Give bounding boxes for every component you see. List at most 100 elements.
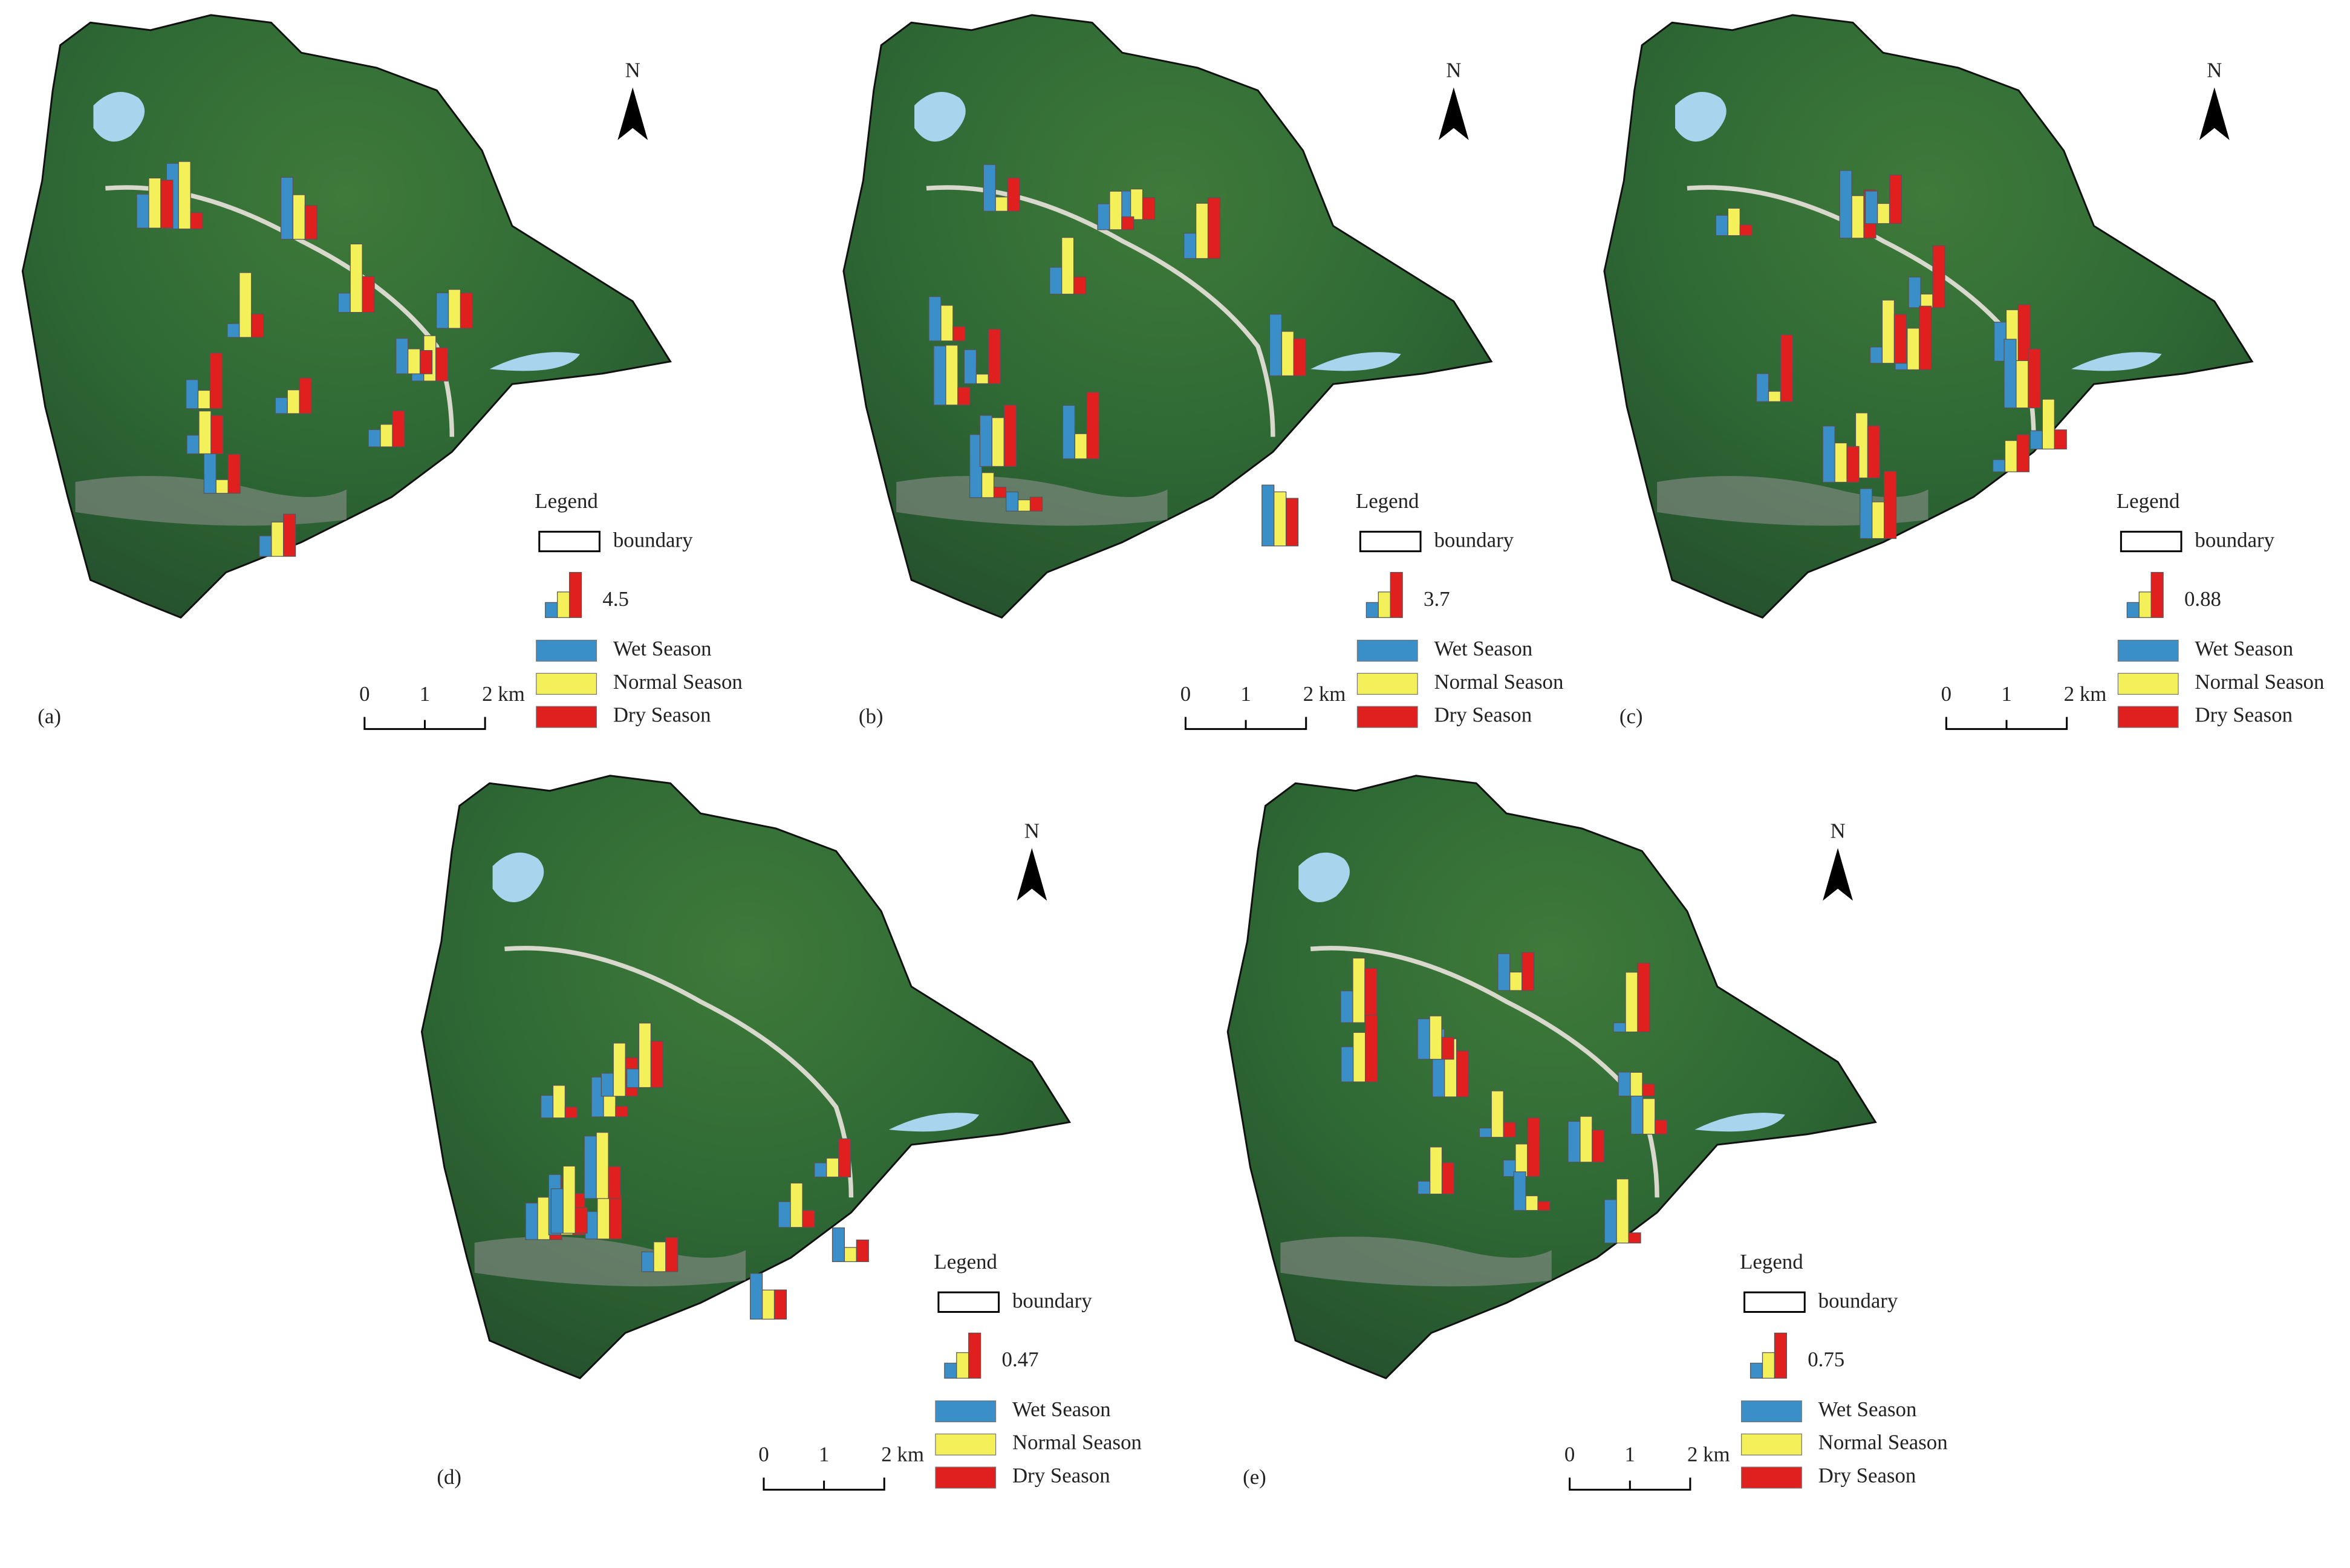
bar-glyph [1456,1050,1470,1098]
legend-glyph [1749,1362,1763,1379]
bar-glyph [537,1197,550,1240]
bar-glyph [2016,434,2029,472]
bar-glyph [178,161,191,230]
season-label: Normal Season [1012,1431,1142,1454]
bar-glyph [838,1138,851,1178]
north-arrow [617,87,648,140]
bar-glyph [1889,174,1902,224]
season-swatch [536,639,597,662]
scale-label: 1 [420,682,430,706]
lake [914,91,966,142]
legend-glyph [944,1362,957,1379]
bar-glyph [844,1247,857,1263]
legend-value: 0.47 [1002,1348,1039,1371]
season-swatch [1741,1400,1802,1423]
scale-bar [1184,717,1307,730]
panel-label: (d) [437,1465,461,1489]
bar-glyph [380,424,393,447]
bar-glyph [1613,1022,1626,1033]
town [1280,1237,1552,1287]
scale-label: 2 km [482,682,525,706]
legend-glyph [1365,602,1379,618]
bar-glyph [460,292,474,329]
bar-glyph [609,1193,622,1240]
bar-glyph [1281,331,1294,377]
bar-glyph [584,1136,597,1199]
study-area [1226,775,1877,1379]
scale-label: 2 km [1303,682,1346,706]
bar-glyph [1919,305,1932,371]
season-label: Normal Season [2195,670,2324,694]
bar-glyph [2003,339,2017,409]
bar-glyph [2042,399,2055,450]
bar-glyph [1365,1014,1378,1082]
bar-glyph [761,1289,775,1320]
legend-glyph [2150,571,2164,618]
bar-glyph [419,350,433,374]
bar-glyph [1780,334,1794,402]
north-label: N [2207,59,2222,82]
bar-glyph [1061,237,1075,295]
bar-glyph [1932,245,1945,308]
bar-glyph [1876,203,1890,224]
legend-glyph [2138,591,2152,618]
legend-glyph [1378,591,1391,618]
bar-glyph [436,292,449,329]
bar-glyph [1086,391,1099,460]
bar-glyph [665,1237,679,1272]
bar-glyph [299,377,312,414]
bar-glyph [1655,1119,1668,1135]
bar-glyph [928,296,942,342]
bar-glyph [198,411,212,455]
bar-glyph [186,379,199,409]
map-panel: N Legend boundary 0.75 Wet Season Normal Seas… [1226,775,1948,1491]
season-swatch [536,672,597,695]
bar-glyph [1920,293,1933,308]
season-label: Wet Season [1434,637,1532,660]
legend-glyph [557,591,570,618]
season-label: Dry Season [613,703,711,727]
panel-label: (c) [1619,704,1643,728]
bar-glyph [550,1188,564,1234]
bar-glyph [1340,991,1353,1023]
bar-glyph [1567,1121,1581,1163]
bar-glyph [1628,1232,1641,1244]
bar-glyph [1768,391,1782,402]
bar-glyph [608,1166,621,1199]
bar-glyph [1503,1122,1516,1138]
bar-glyph [227,323,240,338]
bar-glyph [1286,498,1299,547]
legend-title: Legend [2117,489,2180,513]
panel-label: (b) [859,704,884,728]
bar-glyph [1642,1083,1655,1097]
bar-glyph [1121,216,1134,230]
bar-glyph [1441,1036,1454,1060]
scale-label: 2 km [2064,682,2107,706]
bar-glyph [802,1210,815,1228]
legend-value: 4.5 [602,587,629,611]
season-label: Dry Season [2195,703,2293,727]
bar-glyph [601,1073,614,1097]
bar-glyph [251,313,264,338]
bar-glyph [952,326,966,342]
bar-glyph [148,177,161,229]
bar-glyph [1352,957,1365,1023]
bar-glyph [773,1289,787,1320]
bar-glyph [540,1095,554,1119]
bar-glyph [1522,952,1535,991]
bar-glyph [1293,338,1306,377]
bar-glyph [1509,971,1523,991]
lake [1675,91,1727,142]
bar-glyph [392,410,405,447]
bar-glyph [435,347,449,382]
bar-glyph [562,1165,576,1234]
bar-glyph [1274,491,1287,547]
legend-boundary: boundary [2195,529,2274,552]
legend-value: 0.88 [2184,587,2221,611]
season-label: Normal Season [613,670,743,694]
bar-glyph [1513,1171,1526,1211]
bar-glyph [1525,1195,1538,1211]
scale-label: 1 [819,1443,829,1466]
season-swatch [1356,672,1418,695]
bar-glyph [1604,1199,1617,1244]
